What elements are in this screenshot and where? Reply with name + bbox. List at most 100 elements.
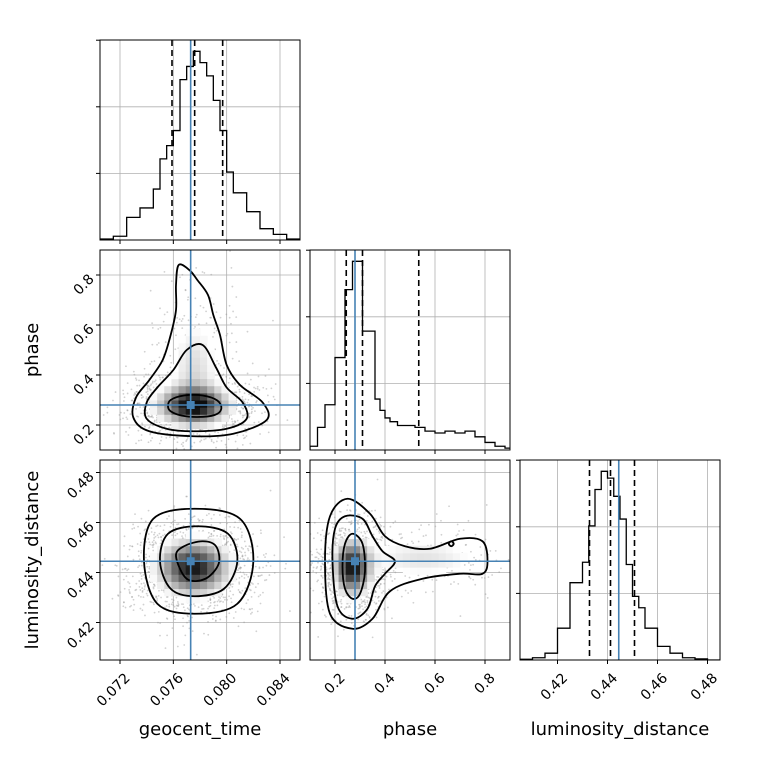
sample-point xyxy=(156,524,159,527)
sample-point xyxy=(188,619,191,622)
sample-point xyxy=(230,418,233,420)
x-tick-label: 0.072 xyxy=(94,670,134,710)
sample-point xyxy=(138,379,140,382)
sample-point xyxy=(376,576,379,578)
density-cell xyxy=(352,595,361,604)
sample-point xyxy=(320,548,323,551)
sample-point xyxy=(249,545,252,548)
sample-point xyxy=(213,529,216,532)
sample-point xyxy=(377,595,380,598)
sample-point xyxy=(140,595,142,598)
sample-point xyxy=(344,529,347,532)
sample-point xyxy=(379,516,382,519)
sample-point xyxy=(250,405,253,408)
density-cell xyxy=(200,595,208,604)
sample-point xyxy=(259,529,262,532)
sample-point xyxy=(185,440,188,442)
sample-point xyxy=(145,562,148,565)
sample-point xyxy=(128,582,131,585)
sample-point xyxy=(143,588,146,591)
x-axis-label-luminosity-distance: luminosity_distance xyxy=(531,719,710,740)
sample-point xyxy=(125,430,127,433)
sample-point xyxy=(246,547,249,550)
x-axis-label-phase: phase xyxy=(383,719,437,740)
sample-point xyxy=(459,615,462,617)
sample-point xyxy=(147,538,150,540)
y-tick-label: 0.48 xyxy=(64,469,97,502)
sample-point xyxy=(360,602,363,604)
density-cell xyxy=(178,371,187,380)
sample-point xyxy=(348,606,351,609)
sample-point xyxy=(315,567,318,570)
sample-point xyxy=(242,434,245,437)
sample-point xyxy=(239,557,242,560)
sample-point xyxy=(371,636,374,639)
sample-point xyxy=(209,598,212,601)
sample-point xyxy=(434,525,437,528)
sample-point xyxy=(273,572,276,574)
sample-point xyxy=(191,630,194,632)
sample-point xyxy=(243,437,245,440)
sample-point xyxy=(359,611,362,614)
sample-point xyxy=(175,321,178,324)
density-cell xyxy=(178,335,187,344)
sample-point xyxy=(335,537,338,540)
density-cell xyxy=(360,560,368,568)
sample-point xyxy=(465,543,468,546)
density-panel-geocent-time-vs-luminosity-distance xyxy=(100,460,300,660)
sample-point xyxy=(121,568,124,571)
sample-point xyxy=(240,536,243,539)
sample-point xyxy=(176,523,178,526)
sample-point xyxy=(259,574,262,577)
sample-point xyxy=(294,555,296,557)
sample-point xyxy=(143,529,146,532)
sample-point xyxy=(327,578,329,581)
sample-point xyxy=(320,583,323,585)
sample-point xyxy=(186,436,189,439)
density-cell xyxy=(331,560,340,568)
sample-point xyxy=(119,591,122,593)
sample-point xyxy=(272,395,275,398)
sample-point xyxy=(138,564,141,567)
sample-point xyxy=(190,451,192,453)
sample-point xyxy=(146,390,149,393)
sample-point xyxy=(182,617,184,620)
sample-point xyxy=(128,592,131,595)
sample-point xyxy=(135,390,138,393)
sample-point xyxy=(329,548,331,551)
sample-point xyxy=(332,608,335,611)
sample-point xyxy=(248,416,250,419)
sample-point xyxy=(138,558,141,561)
sample-point xyxy=(236,447,239,450)
density-cell xyxy=(417,560,425,568)
density-cell xyxy=(410,567,418,575)
sample-point xyxy=(266,420,269,423)
sample-point xyxy=(195,653,198,656)
sample-point xyxy=(250,582,253,584)
sample-point xyxy=(336,594,339,597)
sample-point xyxy=(187,615,189,618)
panel-frame xyxy=(309,459,511,661)
sample-point xyxy=(375,537,378,540)
sample-point xyxy=(195,313,198,316)
density-cell xyxy=(207,385,215,394)
sample-point xyxy=(153,603,155,606)
sample-point xyxy=(240,534,243,537)
sample-point xyxy=(146,594,149,597)
sample-point xyxy=(213,513,215,516)
sample-point xyxy=(227,515,230,518)
sample-point xyxy=(242,407,245,410)
sample-point xyxy=(363,599,366,601)
sample-point xyxy=(219,507,222,510)
sample-point xyxy=(213,607,216,610)
sample-point xyxy=(169,525,172,528)
sample-point xyxy=(220,439,223,442)
sample-point xyxy=(275,552,277,554)
density-cell xyxy=(395,552,404,561)
sample-point xyxy=(250,551,252,554)
sample-point xyxy=(312,566,315,569)
sample-point xyxy=(350,522,353,525)
sample-point xyxy=(219,597,222,599)
sample-point xyxy=(410,531,413,534)
sample-point xyxy=(381,537,384,539)
